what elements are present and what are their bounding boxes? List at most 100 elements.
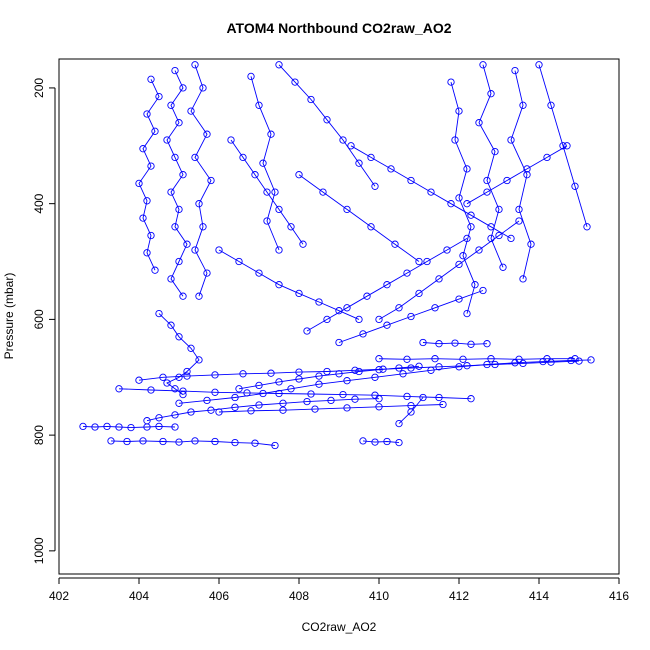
data-point	[115, 385, 123, 393]
data-point	[407, 408, 415, 416]
data-series	[175, 356, 595, 407]
data-point	[203, 130, 211, 138]
data-point	[183, 372, 191, 380]
data-point	[335, 370, 343, 378]
data-point	[147, 231, 155, 240]
series-line	[146, 398, 380, 422]
data-point	[575, 357, 583, 365]
data-point	[255, 401, 263, 409]
data-point	[171, 423, 179, 431]
data-point	[371, 391, 379, 399]
data-point	[527, 240, 535, 248]
data-point	[91, 423, 99, 431]
series-line	[466, 145, 568, 205]
data-series	[295, 171, 423, 266]
data-point	[159, 437, 167, 446]
data-point	[403, 269, 411, 277]
data-series	[347, 142, 515, 243]
data-point	[155, 92, 163, 101]
data-point	[275, 205, 283, 214]
data-series	[463, 142, 571, 208]
data-point	[355, 315, 363, 324]
data-point	[239, 370, 247, 378]
data-point	[583, 223, 591, 231]
x-tick-label: 410	[369, 589, 389, 603]
data-point	[407, 364, 415, 372]
data-point	[147, 162, 155, 170]
data-series	[227, 136, 307, 248]
data-point	[267, 130, 275, 138]
data-point	[179, 390, 187, 399]
data-point	[171, 411, 179, 419]
series-line	[510, 70, 532, 280]
data-series	[303, 234, 471, 335]
data-point	[155, 422, 163, 431]
data-point	[275, 281, 283, 289]
data-point	[167, 321, 175, 329]
y-tick-label: 1000	[32, 537, 46, 564]
data-point	[143, 249, 151, 257]
series-line	[82, 425, 176, 429]
data-point	[419, 338, 427, 347]
data-series	[507, 66, 535, 283]
data-point	[255, 101, 263, 109]
data-series	[79, 422, 179, 432]
data-point	[335, 338, 343, 347]
data-point	[463, 309, 471, 318]
data-point	[455, 363, 463, 371]
data-point	[139, 437, 147, 445]
series-line	[190, 64, 212, 297]
series-line	[138, 79, 160, 271]
data-point	[395, 304, 403, 312]
x-tick-label: 404	[129, 589, 149, 603]
data-point	[407, 176, 415, 185]
data-point	[395, 438, 403, 447]
data-point	[163, 379, 171, 387]
data-point	[355, 367, 363, 376]
data-point	[547, 101, 555, 109]
data-point	[175, 205, 183, 214]
data-point	[511, 66, 519, 75]
data-point	[483, 188, 491, 196]
series-layer	[79, 61, 595, 450]
data-point	[199, 84, 207, 92]
data-point	[207, 176, 215, 185]
data-point	[339, 136, 347, 144]
data-point	[523, 171, 531, 179]
data-point	[179, 84, 187, 92]
data-point	[367, 223, 375, 231]
series-line	[298, 174, 420, 262]
data-point	[307, 95, 315, 104]
data-point	[471, 281, 479, 289]
series-line	[338, 290, 484, 343]
data-point	[435, 340, 443, 348]
data-point	[311, 405, 319, 413]
data-point	[107, 437, 115, 445]
series-line	[350, 145, 512, 239]
data-point	[571, 182, 579, 190]
data-point	[215, 246, 223, 254]
data-point	[455, 107, 463, 115]
series-line	[538, 64, 588, 227]
data-series	[247, 72, 283, 254]
data-point	[391, 240, 399, 248]
data-point	[367, 153, 375, 162]
data-point	[159, 373, 167, 381]
data-point	[79, 422, 87, 431]
data-point	[291, 78, 299, 86]
data-point	[251, 171, 259, 179]
y-axis: 200 400 600 800 1000	[32, 78, 56, 564]
data-point	[519, 275, 527, 283]
data-point	[395, 419, 403, 428]
data-point	[375, 355, 383, 363]
data-point	[203, 396, 211, 405]
data-point	[439, 400, 447, 409]
data-point	[351, 395, 359, 403]
data-point	[407, 312, 415, 321]
data-point	[175, 373, 183, 381]
data-point	[415, 257, 423, 266]
data-point	[415, 289, 423, 298]
data-point	[343, 304, 351, 312]
data-point	[143, 110, 151, 118]
